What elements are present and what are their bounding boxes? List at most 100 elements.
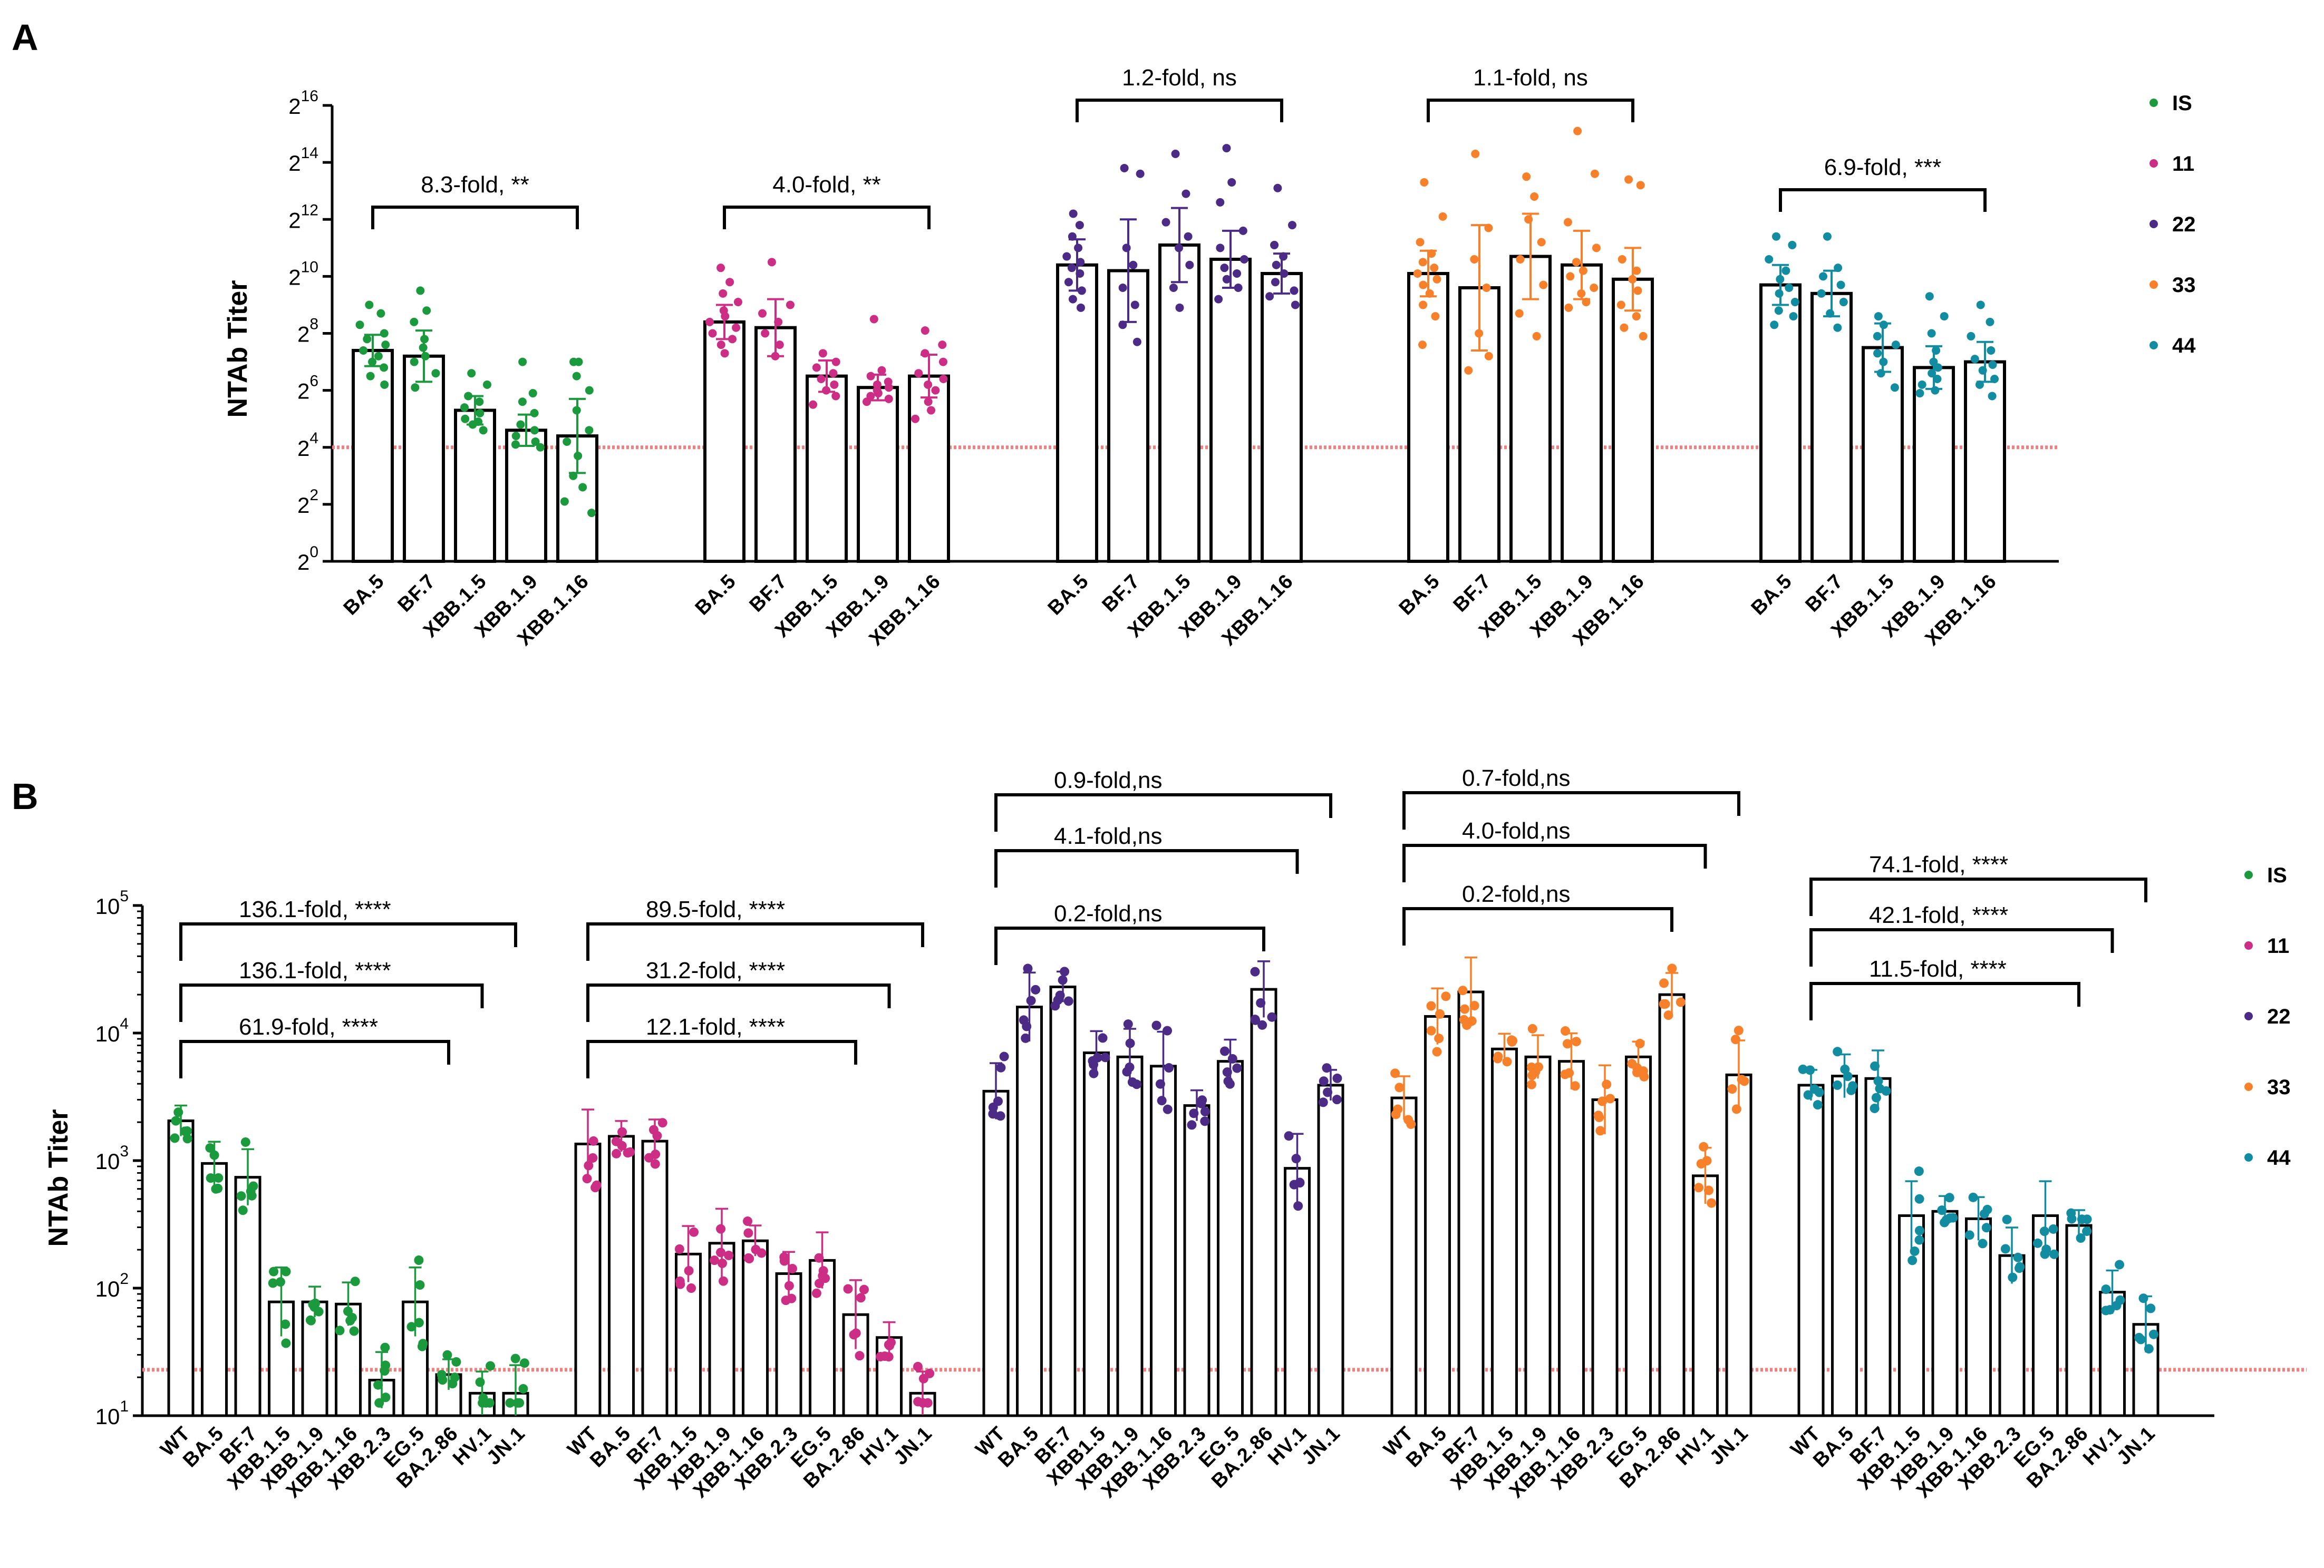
data-point (1163, 1026, 1173, 1036)
bar (1116, 1055, 1144, 1417)
bar (754, 326, 797, 563)
data-point (414, 1255, 424, 1265)
comparison-bracket (1402, 791, 1740, 830)
data-point (1633, 286, 1642, 295)
data-point (1332, 1095, 1342, 1105)
data-point (1940, 312, 1949, 321)
data-point (1272, 260, 1281, 269)
y-tick-label: 24 (297, 430, 318, 461)
y-tick-base: 2 (288, 265, 301, 289)
comparison-label: 0.2-fold,ns (1462, 881, 1570, 907)
data-point (236, 1191, 246, 1201)
data-point (1063, 996, 1073, 1006)
data-point (1240, 255, 1248, 264)
data-point (171, 1116, 181, 1126)
bar (1150, 1065, 1177, 1417)
data-point (1295, 1178, 1305, 1188)
data-point (1727, 1084, 1737, 1094)
data-point (1639, 332, 1648, 340)
y-tick-exponent: 6 (309, 373, 318, 390)
data-point (1395, 1083, 1405, 1093)
comparison-label: 8.3-fold, ** (421, 172, 529, 198)
y-tick-base: 10 (95, 1277, 120, 1301)
panel-b-plot: WTBA.5BF.7XBB.1.5XBB.1.9XBB.1.16XBB.2.3E… (142, 765, 2307, 1503)
y-tick-label: 210 (288, 258, 318, 289)
data-point (811, 1288, 821, 1298)
bar (1209, 257, 1252, 563)
y-tick-base: 2 (288, 208, 301, 232)
data-point (1843, 1072, 1853, 1082)
y-tick-base: 2 (288, 151, 301, 176)
data-point (831, 392, 840, 401)
bar (1558, 1060, 1585, 1417)
data-point (415, 1280, 425, 1290)
data-point (1222, 144, 1231, 153)
panel-b-letter: B (12, 776, 38, 817)
x-tick-label: HV.1 (2079, 1423, 2126, 1470)
data-point (1026, 996, 1036, 1006)
data-point (1526, 1079, 1536, 1089)
data-point (880, 1351, 890, 1361)
data-point (1169, 284, 1178, 292)
legend-label: IS (2267, 864, 2287, 887)
data-point (2013, 1252, 2023, 1262)
data-point (913, 1361, 923, 1371)
y-tick-label: 28 (297, 316, 318, 347)
data-point (431, 369, 440, 378)
data-point (2048, 1224, 2058, 1234)
data-point (281, 1267, 291, 1277)
data-point (719, 289, 728, 298)
data-point (585, 386, 594, 395)
data-point (1703, 1185, 1713, 1195)
bar (1759, 283, 1802, 563)
data-point (2008, 1272, 2018, 1282)
data-point (585, 426, 594, 435)
y-tick-label: 103 (95, 1143, 129, 1174)
data-point (1635, 1039, 1645, 1049)
data-point (1064, 278, 1073, 287)
data-point (689, 1227, 699, 1237)
bar (1831, 1075, 1858, 1417)
data-point (1572, 258, 1581, 267)
data-point (1431, 312, 1440, 321)
data-point (1280, 269, 1289, 278)
comparison-label: 61.9-fold, **** (239, 1014, 378, 1040)
data-point (1976, 300, 1985, 309)
data-point (308, 1300, 318, 1310)
data-point (1459, 1015, 1469, 1025)
data-point (2014, 1263, 2024, 1273)
data-point (650, 1159, 660, 1169)
data-point (1390, 1068, 1400, 1078)
data-point (349, 1326, 359, 1336)
data-point (1873, 349, 1882, 358)
data-point (182, 1126, 192, 1136)
bar (1217, 1060, 1244, 1417)
y-tick-exponent: 0 (309, 543, 318, 561)
data-point (1775, 289, 1784, 298)
data-point (374, 1398, 384, 1408)
legend-label: IS (2172, 92, 2192, 115)
data-point (767, 258, 776, 267)
data-point (306, 1316, 316, 1326)
bar (1810, 291, 1853, 563)
legend-label: 33 (2172, 274, 2196, 297)
data-point (528, 389, 537, 398)
data-point (1979, 1209, 1989, 1219)
data-point (2144, 1344, 2154, 1354)
data-point (574, 451, 583, 460)
data-point (1928, 369, 1936, 378)
data-point (1632, 312, 1641, 321)
data-point (1413, 269, 1422, 278)
data-point (1161, 218, 1170, 227)
data-point (511, 440, 520, 449)
bar (1591, 1098, 1619, 1417)
legend-dot (2149, 220, 2158, 228)
data-point (1534, 1062, 1544, 1072)
data-point (1937, 1205, 1947, 1215)
data-point (240, 1137, 250, 1147)
data-point (1216, 244, 1225, 252)
data-point (1876, 369, 1885, 378)
data-point (718, 1258, 728, 1268)
bar (1612, 277, 1654, 563)
